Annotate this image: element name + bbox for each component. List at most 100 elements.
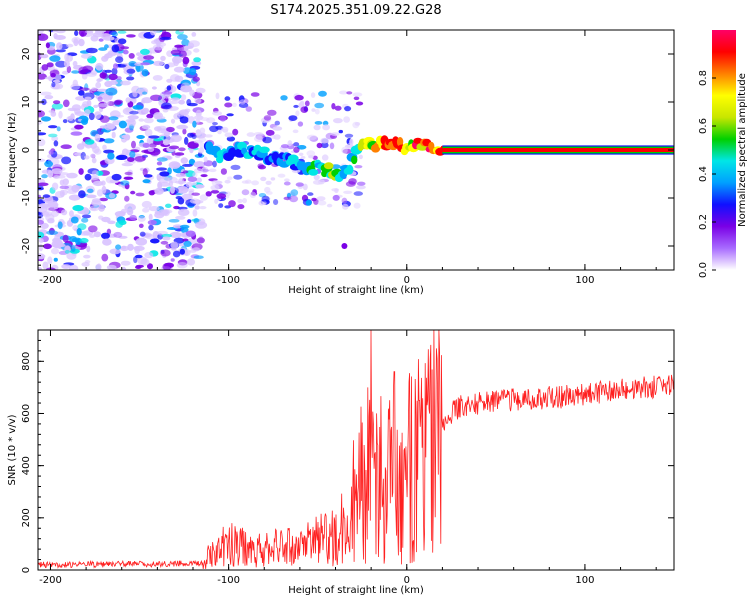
spectrogram-cell — [272, 126, 283, 131]
spectrogram-cell — [144, 128, 153, 137]
spectrogram-cell — [318, 90, 327, 97]
spectrogram-cell — [113, 100, 122, 106]
spectrogram-cell — [189, 68, 197, 76]
spectrogram-cell — [313, 174, 320, 181]
spectrogram-cell — [233, 174, 243, 180]
spectrogram-cell — [103, 97, 110, 106]
spectrogram-cell — [51, 81, 56, 88]
spectrogram-cell — [81, 214, 92, 219]
spectrogram-cell — [308, 155, 314, 159]
spectrogram-ridge-point — [287, 154, 299, 163]
spectrogram-cell — [125, 34, 136, 38]
spectrogram-cell — [316, 142, 323, 149]
spectrogram-cell — [343, 116, 350, 123]
spectrogram-cell — [353, 202, 361, 209]
spectrogram-cell — [245, 106, 252, 112]
spectrogram-cell — [142, 143, 150, 148]
spectrogram-cell — [241, 189, 250, 196]
spectrogram-cell — [194, 98, 202, 104]
spectrogram-cell — [128, 53, 135, 59]
spectrogram-cell — [172, 224, 183, 229]
spectrogram-cell — [150, 94, 163, 102]
spectrogram-cell — [88, 140, 95, 144]
spectrogram-cell — [38, 33, 49, 41]
spectrogram-cell — [38, 73, 47, 80]
spectrogram-cell — [195, 109, 202, 118]
spectrogram-cell — [85, 47, 98, 54]
spectrogram-cell — [96, 78, 102, 83]
spectrogram-cell — [203, 156, 208, 163]
spectrogram-cell — [160, 240, 169, 245]
spectrogram-cell — [160, 249, 171, 257]
spectrogram-cell — [175, 196, 183, 200]
spectrogram-cell — [38, 194, 42, 199]
spectrogram-cell — [126, 76, 135, 81]
spectrogram-cell — [188, 40, 200, 48]
spectrogram-cell — [174, 44, 184, 48]
spectrogram-cell — [288, 115, 298, 121]
spectrogram-cell — [130, 190, 136, 195]
spectrogram-cell — [58, 110, 63, 119]
spectrogram-cell — [254, 135, 264, 143]
spectrogram-cell — [261, 195, 270, 203]
spectrogram-cell — [210, 185, 220, 191]
spectrogram-cell — [43, 243, 52, 250]
spectrogram-cell — [102, 238, 112, 246]
spectrogram-y-ticks: -20 -10 0 10 20 — [21, 34, 674, 266]
spectrogram-cell — [196, 177, 202, 183]
chart-title: S174.2025.351.09.22.G28 — [270, 3, 441, 18]
spectrogram-cell — [179, 116, 189, 124]
spectrogram-cell — [195, 221, 208, 229]
spectrogram-cell — [74, 108, 81, 115]
spectrogram-cell — [38, 30, 45, 34]
spectrogram-cell — [293, 104, 299, 108]
spectrogram-cell — [289, 195, 299, 203]
spectrogram-cell — [173, 66, 185, 73]
spectrogram-cell — [90, 70, 98, 75]
spectrogram-cell — [210, 189, 220, 194]
spectrogram-cell — [195, 87, 206, 94]
spectrogram-cell — [48, 110, 56, 113]
spectrogram-cell — [170, 118, 176, 124]
spectrogram-cell — [111, 67, 118, 75]
spectrogram-cell — [156, 125, 167, 131]
spectrogram-x-label: Height of straight line (km) — [288, 285, 424, 296]
spectrogram-cell — [161, 233, 173, 238]
spectrogram-cell — [61, 264, 71, 269]
spectrogram-cell — [314, 108, 320, 115]
spectrogram-cell — [127, 243, 134, 251]
spectrogram-cell — [349, 138, 354, 146]
spectrogram-cell — [356, 181, 366, 186]
spectrogram-cell — [166, 155, 172, 160]
spectrogram-cell — [168, 100, 180, 104]
spectrogram-cell — [61, 156, 72, 165]
spectrogram-cell — [348, 178, 357, 185]
spectrogram-cell — [62, 178, 69, 186]
spectrogram-cell — [59, 189, 65, 198]
spectrogram-cell — [212, 122, 218, 126]
spectrogram-cell — [314, 102, 325, 109]
spectrogram-cell — [195, 184, 205, 189]
spectrogram-cell — [354, 122, 361, 126]
spectrogram-cell — [191, 192, 200, 196]
spectrogram-cell — [98, 215, 104, 220]
spectrogram-cell — [330, 132, 340, 137]
spectrogram-cell — [174, 75, 184, 83]
spectrogram-cell — [183, 170, 189, 174]
spectrogram-cell — [133, 245, 145, 251]
spectrogram-cell — [120, 80, 131, 86]
spectrogram-cell — [115, 244, 122, 250]
spectrogram-cell — [341, 146, 348, 154]
spectrogram-cell — [270, 134, 276, 140]
spectrogram-cell — [187, 219, 192, 224]
spectrogram-cell — [129, 110, 139, 115]
spectrogram-cell — [306, 150, 316, 157]
spectrogram-cell — [70, 216, 79, 224]
spectrogram-cell — [81, 217, 89, 223]
spectrogram-cell — [180, 85, 193, 93]
spectrogram-cell — [293, 146, 300, 153]
spectrogram-cell — [94, 111, 102, 119]
spectrogram-cell — [265, 180, 272, 185]
spectrogram-cell — [251, 180, 259, 186]
spectrogram-cell — [176, 124, 189, 130]
